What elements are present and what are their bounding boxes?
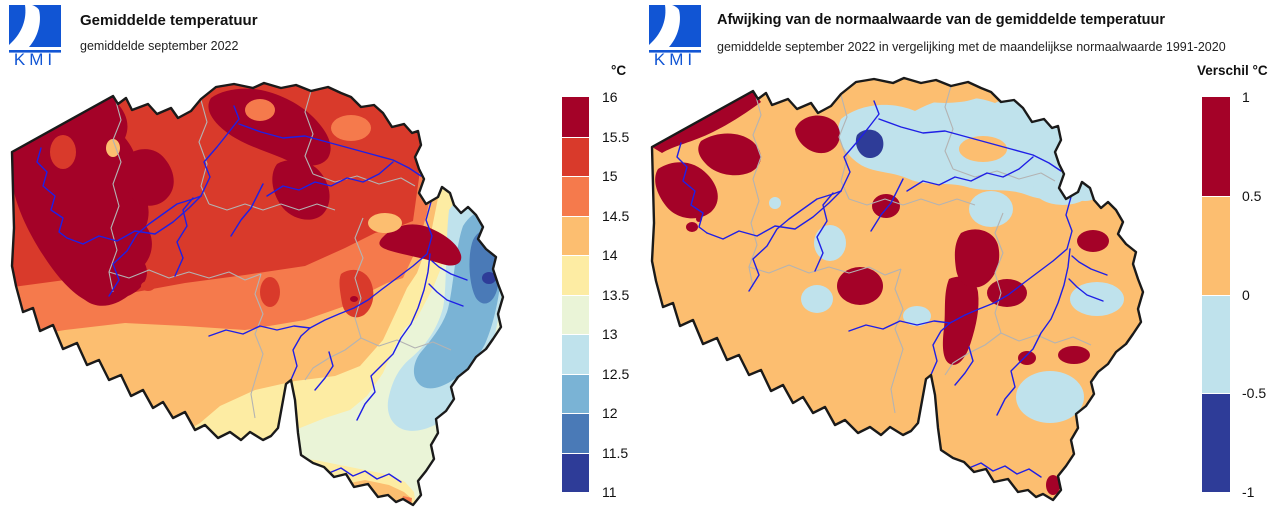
- anomaly-colorbar: [1202, 97, 1230, 492]
- legend-tick-label: -0.5: [1242, 385, 1267, 402]
- temperature-legend: °C 16 15.5 15 14.5 14 13.5 13 12.5 12 11.5 11: [562, 63, 662, 500]
- kmi-logo-wordmark: KMI: [14, 50, 56, 66]
- legend-tick-label: 15: [602, 168, 618, 184]
- anomaly-legend: Verschil °C 1 0.5 0 -0.5 -1: [1197, 63, 1280, 500]
- legend-tick-label: 13.5: [602, 286, 630, 303]
- kmi-logo-wordmark: KMI: [654, 50, 696, 66]
- temperature-colorbar: [562, 97, 589, 492]
- legend-band: [1202, 195, 1230, 295]
- legend-tick-label: 12: [602, 405, 618, 421]
- legend-tick-label: 14.5: [602, 207, 630, 224]
- legend-tick-label: -1: [1242, 484, 1255, 500]
- legend-tick-label: 16: [602, 89, 618, 105]
- left-map-subtitle: gemiddelde september 2022: [80, 39, 239, 53]
- left-map-title: Gemiddelde temperatuur: [80, 12, 258, 29]
- legend-tick-label: 15.5: [602, 128, 630, 145]
- map-belgium-temperature-anomaly: [650, 76, 1145, 502]
- legend-tick-label: 11.5: [602, 444, 629, 461]
- right-map-title: Afwijking van de normaalwaarde van de ge…: [717, 12, 1166, 28]
- temperature-legend-title: °C: [611, 63, 627, 78]
- legend-band: [562, 136, 589, 176]
- legend-band: [1202, 294, 1230, 394]
- legend-band: [562, 334, 589, 374]
- legend-band: [562, 373, 589, 413]
- kmi-logo: KMI: [9, 5, 61, 66]
- kmi-logo-mark: [9, 5, 61, 53]
- legend-band: [562, 176, 589, 216]
- legend-band: [562, 97, 589, 137]
- legend-band: [562, 215, 589, 255]
- legend-band: [562, 452, 589, 492]
- map-belgium-mean-temperature: [10, 81, 505, 507]
- kmi-logo: KMI: [649, 5, 701, 66]
- kmi-logo-mark: [649, 5, 701, 53]
- legend-band: [1202, 393, 1230, 492]
- legend-tick-label: 13: [602, 326, 618, 342]
- legend-tick-label: 1: [1242, 89, 1250, 105]
- right-map-subtitle: gemiddelde september 2022 in vergelijkin…: [717, 40, 1226, 54]
- legend-tick-label: 0: [1242, 286, 1250, 303]
- legend-tick-label: 0.5: [1242, 187, 1262, 204]
- legend-tick-label: 14: [602, 247, 618, 263]
- legend-band: [562, 413, 589, 453]
- legend-band: [562, 255, 589, 295]
- legend-tick-label: 11: [602, 484, 617, 500]
- anomaly-legend-title: Verschil °C: [1197, 63, 1268, 78]
- legend-band: [1202, 97, 1230, 196]
- legend-tick-label: 12.5: [602, 365, 630, 382]
- legend-band: [562, 294, 589, 334]
